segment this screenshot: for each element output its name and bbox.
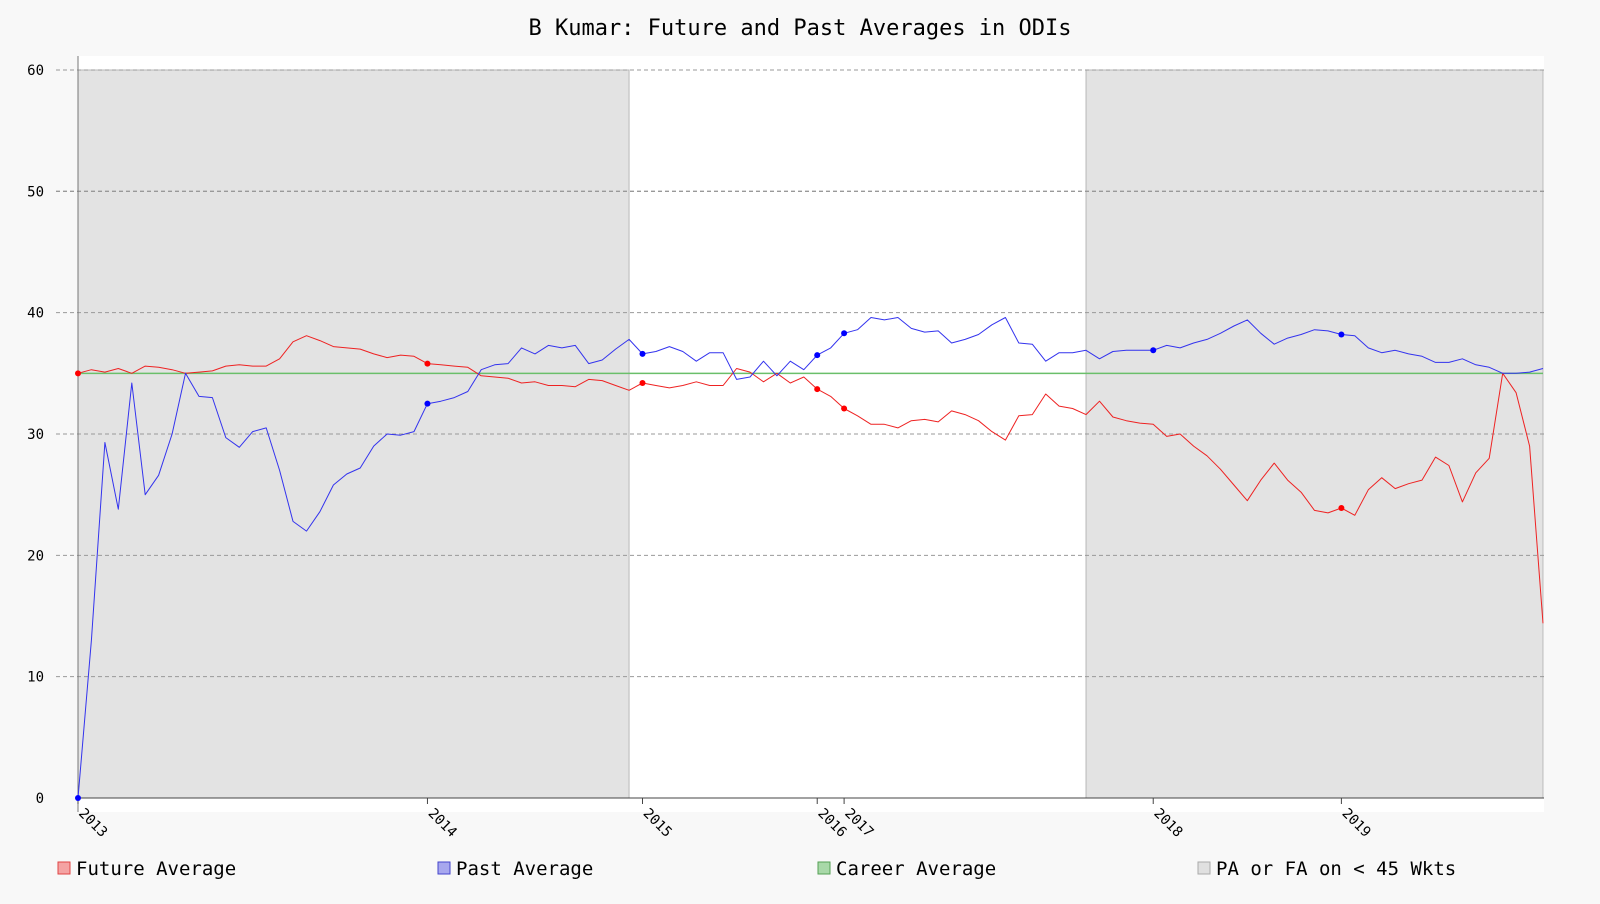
past-average-point-80: [1150, 347, 1157, 354]
past-average-point-55: [814, 352, 821, 359]
y-tick-label-30: 30: [27, 427, 44, 443]
future-average-point-42: [639, 380, 646, 387]
past-average-line: [77, 317, 1544, 799]
past-average-point-26: [424, 400, 431, 407]
legend-item-career-average: Career Average: [817, 858, 996, 880]
past-average-point-0: [75, 795, 81, 801]
legend-label-past-average: Past Average: [456, 858, 593, 880]
future-average-point-55: [814, 386, 821, 393]
y-tick-label-60: 60: [27, 63, 44, 79]
future-average-point-57: [841, 405, 848, 412]
y-tick-label-50: 50: [27, 184, 44, 200]
legend-item-pa-or-fa-on-45-wkts: PA or FA on < 45 Wkts: [1197, 858, 1456, 880]
past-average-point-57: [841, 330, 848, 337]
future-average-point-26: [424, 360, 431, 367]
past-average-point-94: [1338, 331, 1345, 338]
legend-label-pa-or-fa-on-45-wkts: PA or FA on < 45 Wkts: [1216, 858, 1456, 880]
y-tick-label-20: 20: [27, 548, 44, 564]
legend-swatch-career-average: [817, 861, 831, 875]
future-average-line: [77, 335, 1544, 624]
legend-swatch-pa-or-fa-on-45-wkts: [1197, 861, 1211, 875]
legend-label-future-average: Future Average: [76, 858, 236, 880]
legend-swatch-past-average: [437, 861, 451, 875]
legend-item-future-average: Future Average: [57, 858, 236, 880]
legend-label-career-average: Career Average: [836, 858, 996, 880]
legend-item-past-average: Past Average: [437, 858, 593, 880]
legend-swatch-future-average: [57, 861, 71, 875]
y-tick-label-0: 0: [36, 791, 44, 807]
y-tick-label-10: 10: [27, 670, 44, 686]
chart-title: B Kumar: Future and Past Averages in ODI…: [528, 16, 1071, 41]
past-average-point-42: [639, 350, 646, 357]
legend: Future Average Past Average Career Average…: [57, 858, 1456, 880]
future-average-point-94: [1338, 505, 1345, 512]
shaded-region-1: [1085, 69, 1544, 799]
future-average-point-0: [75, 370, 81, 377]
y-tick-label-40: 40: [27, 306, 44, 322]
